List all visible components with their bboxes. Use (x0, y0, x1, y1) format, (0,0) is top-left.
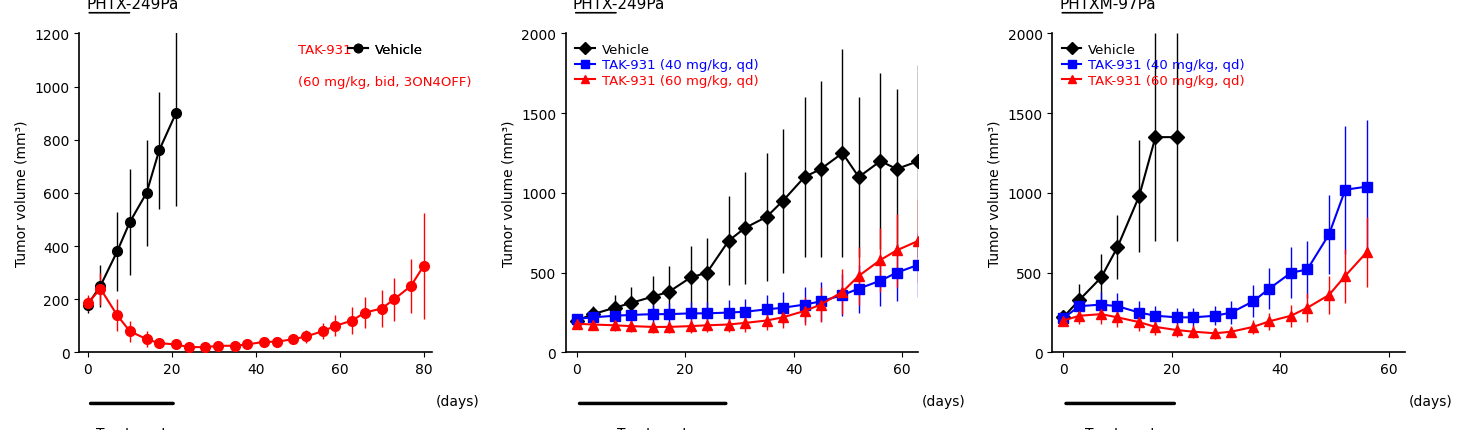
Text: PHTX-249Pa: PHTX-249Pa (574, 0, 666, 12)
Y-axis label: Tumor volume (mm³): Tumor volume (mm³) (987, 120, 1002, 267)
Y-axis label: Tumor volume (mm³): Tumor volume (mm³) (15, 120, 29, 267)
Y-axis label: Tumor volume (mm³): Tumor volume (mm³) (502, 120, 515, 267)
Text: PHTX-249Pa: PHTX-249Pa (87, 0, 179, 12)
Text: (days): (days) (1408, 394, 1452, 408)
Text: Treatment: Treatment (618, 426, 688, 430)
Text: (60 mg/kg, bid, 3ON4OFF): (60 mg/kg, bid, 3ON4OFF) (298, 76, 471, 89)
Text: Treatment: Treatment (97, 426, 167, 430)
Text: (days): (days) (921, 394, 965, 408)
Text: PHTXM-97Pa: PHTXM-97Pa (1059, 0, 1156, 12)
Text: TAK-931: TAK-931 (298, 44, 352, 57)
Legend: Vehicle: Vehicle (346, 41, 425, 59)
Legend: Vehicle, TAK-931 (40 mg/kg, qd), TAK-931 (60 mg/kg, qd): Vehicle, TAK-931 (40 mg/kg, qd), TAK-931… (1059, 41, 1247, 90)
Legend: Vehicle, TAK-931 (40 mg/kg, qd), TAK-931 (60 mg/kg, qd): Vehicle, TAK-931 (40 mg/kg, qd), TAK-931… (572, 41, 761, 90)
Text: (days): (days) (436, 394, 480, 408)
Text: Treatment: Treatment (1084, 426, 1156, 430)
